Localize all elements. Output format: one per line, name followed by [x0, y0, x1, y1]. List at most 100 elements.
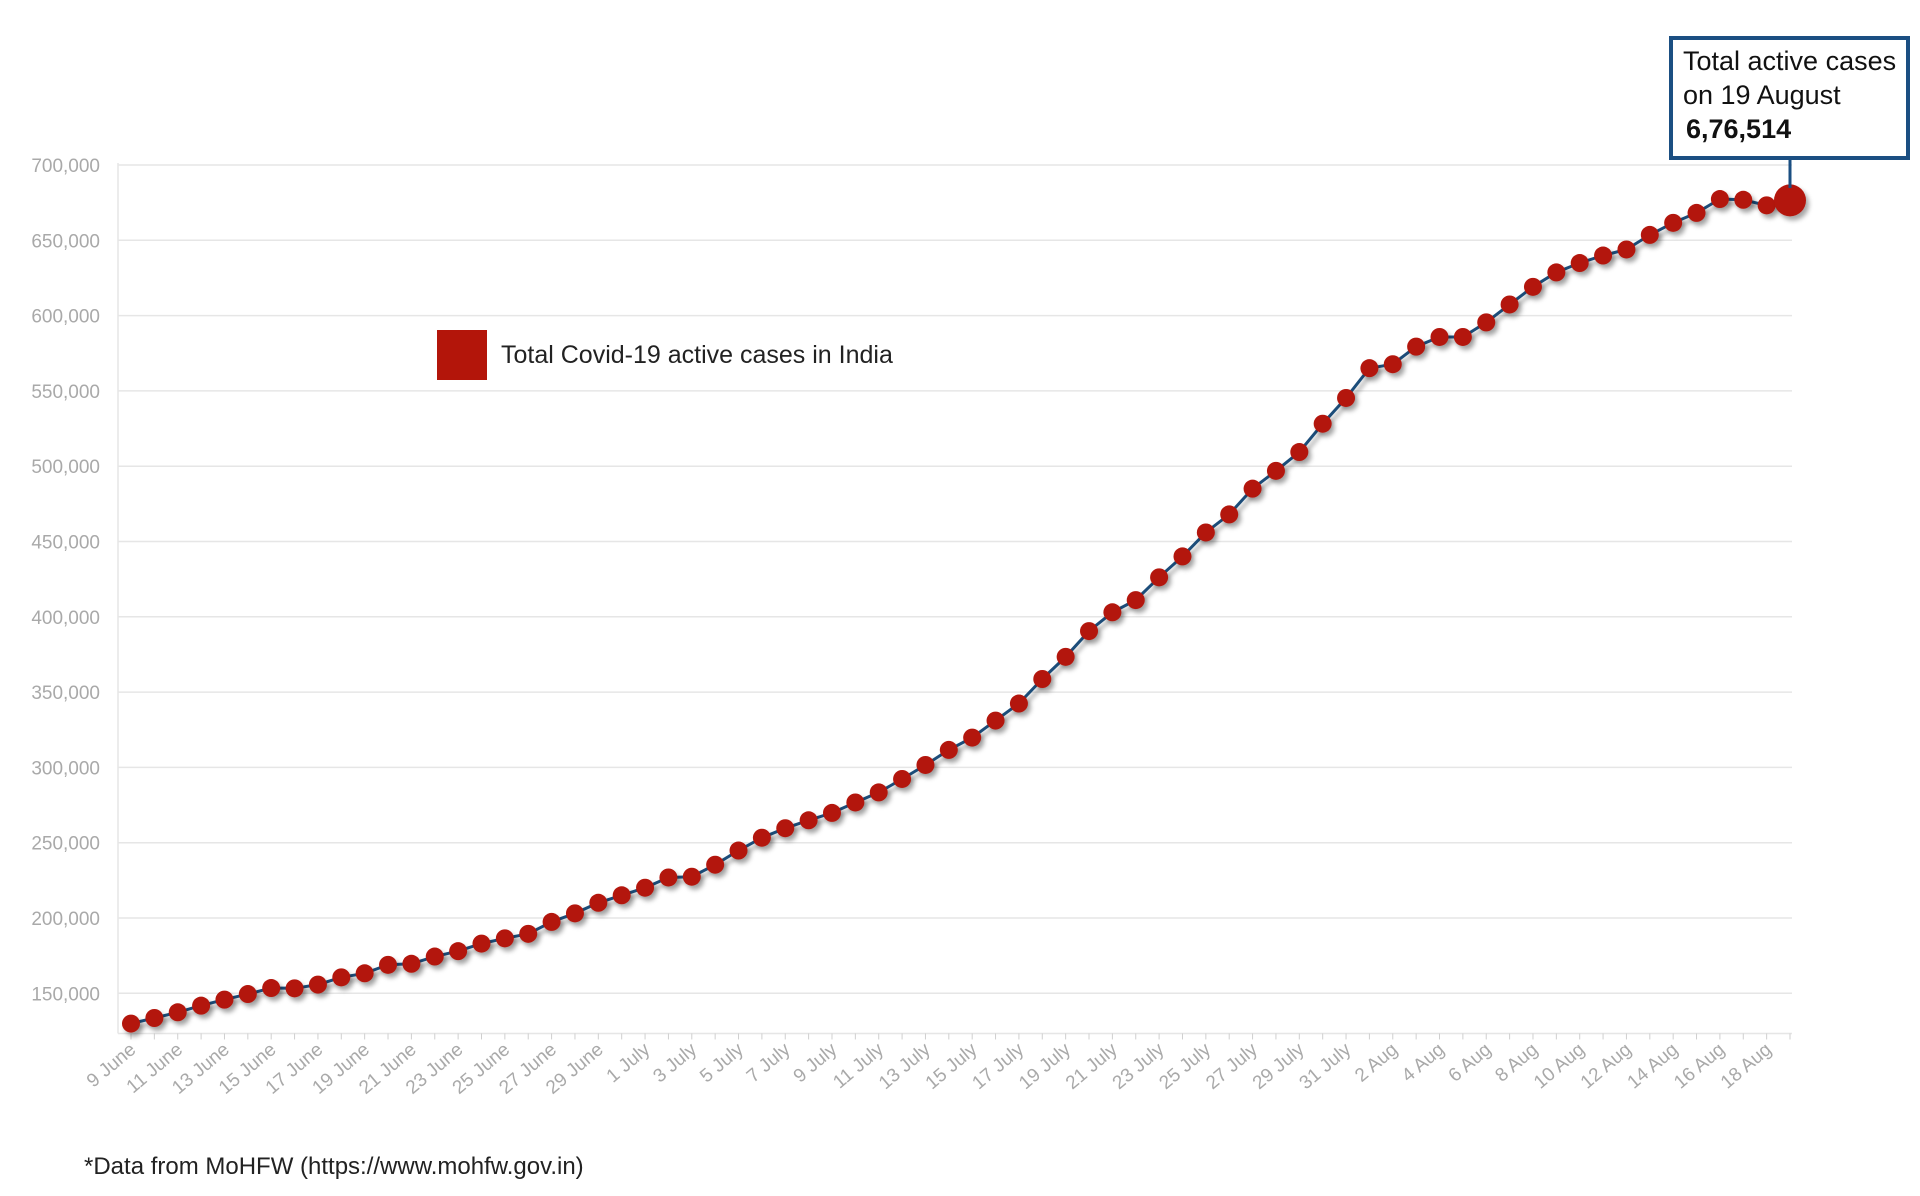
data-point [1477, 313, 1496, 332]
data-point [1266, 461, 1285, 480]
data-point [1710, 190, 1729, 209]
source-footnote: *Data from MoHFW (https://www.mohfw.gov.… [84, 1153, 584, 1180]
data-point [1126, 591, 1145, 610]
data-point [1757, 196, 1776, 215]
series-line [130, 197, 1791, 1026]
data-point [1640, 225, 1659, 244]
data-point [869, 783, 888, 802]
x-tick-label: 4 Aug [1398, 1039, 1449, 1086]
x-tick-label: 14 Aug [1624, 1039, 1683, 1093]
data-point [1617, 240, 1636, 259]
data-point [449, 942, 468, 961]
data-point [1103, 603, 1122, 622]
callout-line-2: on 19 August [1683, 80, 1841, 110]
x-tick-label: 25 July [1155, 1039, 1215, 1094]
data-point [1734, 190, 1753, 209]
x-tick-label: 15 July [922, 1039, 982, 1094]
series-active-cases [122, 184, 1806, 1033]
data-point [379, 955, 398, 974]
x-tick-label: 1 July [603, 1039, 655, 1087]
data-point [1009, 694, 1028, 713]
y-tick-label: 550,000 [31, 382, 100, 403]
data-point [1547, 263, 1566, 282]
data-point [916, 755, 935, 774]
data-point [332, 968, 351, 987]
data-point [1243, 479, 1262, 498]
data-point [1080, 622, 1099, 641]
data-point [1523, 277, 1542, 296]
y-axis-ticks: 700,000 650,000 600,000 550,000 500,000 450,0… [31, 156, 100, 1005]
y-tick-label: 500,000 [31, 457, 100, 478]
callout-line-1: Total active cases [1683, 46, 1896, 76]
data-point [402, 954, 421, 973]
data-point [1033, 669, 1052, 688]
x-tick-label: 17 July [969, 1039, 1029, 1094]
data-point [589, 893, 608, 912]
x-tick-label: 2 Aug [1351, 1039, 1402, 1086]
x-tick-label: 19 July [1015, 1039, 1075, 1094]
data-point [799, 811, 818, 830]
x-tick-label: 29 July [1249, 1039, 1309, 1094]
data-point [238, 985, 257, 1004]
y-tick-label: 650,000 [31, 231, 100, 252]
y-tick-label: 250,000 [31, 834, 100, 855]
data-point [1383, 355, 1402, 374]
gridlines [118, 164, 1792, 995]
data-point [1220, 505, 1239, 524]
data-point [1196, 523, 1215, 542]
y-tick-label: 400,000 [31, 608, 100, 629]
data-point [822, 803, 841, 822]
data-point [1290, 443, 1309, 462]
x-tick-label: 21 July [1062, 1039, 1122, 1094]
data-point [425, 947, 444, 966]
data-point [1056, 647, 1075, 666]
y-tick-label: 600,000 [31, 307, 100, 328]
x-tick-label: 16 Aug [1670, 1039, 1729, 1093]
data-point [659, 868, 678, 887]
data-point [472, 934, 491, 953]
x-tick-label: 6 Aug [1445, 1039, 1496, 1086]
x-tick-label: 7 July [743, 1039, 795, 1087]
axes [117, 163, 1792, 1035]
data-point [192, 996, 211, 1015]
legend-label: Total Covid-19 active cases in India [501, 341, 893, 369]
data-point [565, 904, 584, 923]
data-point [1570, 254, 1589, 273]
data-point [1313, 414, 1332, 433]
data-point [262, 979, 281, 998]
data-point [963, 728, 982, 747]
data-point [215, 990, 234, 1009]
data-point [1407, 337, 1426, 356]
x-tick-label: 27 July [1202, 1039, 1262, 1094]
x-tick-label: 5 July [696, 1039, 748, 1087]
legend: Total Covid-19 active cases in India [437, 330, 893, 380]
data-point [1687, 203, 1706, 222]
x-tick-label: 11 July [829, 1039, 888, 1093]
data-point [145, 1008, 164, 1027]
callout: Total active cases on 19 August 6,76,514 [1669, 36, 1910, 188]
x-tick-label: 12 Aug [1577, 1039, 1636, 1093]
data-point [1594, 246, 1613, 265]
x-tick-label: 13 July [875, 1039, 935, 1094]
data-point [519, 924, 538, 943]
y-tick-label: 200,000 [31, 909, 100, 930]
data-point [122, 1014, 140, 1033]
data-point [1173, 547, 1192, 566]
data-point [285, 979, 304, 998]
x-tick-label: 18 Aug [1717, 1039, 1776, 1093]
data-point [1337, 388, 1356, 407]
y-tick-label: 700,000 [31, 156, 100, 177]
data-point [729, 841, 748, 860]
callout-value: 6,76,514 [1686, 114, 1791, 144]
data-point [1150, 568, 1169, 587]
callout-box [1669, 36, 1910, 160]
x-tick-label: 3 July [649, 1039, 701, 1087]
data-point [986, 711, 1005, 730]
data-point [308, 975, 327, 994]
data-point [682, 867, 701, 886]
data-point [752, 828, 771, 847]
data-point [636, 878, 655, 897]
x-tick-label: 23 July [1109, 1039, 1169, 1094]
